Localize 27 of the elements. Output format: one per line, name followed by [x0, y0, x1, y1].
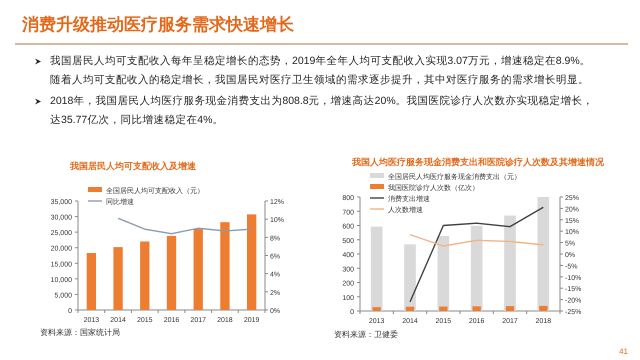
bar: [472, 306, 481, 311]
text: 我国居民人均可支配收入每年呈稳定增长的态势，2019年全年人均可支配收入实现3.07万元，增速稳定在8.9%。随着人均可支配收入的稳定增长，我国居民对医疗卫生领域的需求逐步提升，其中对医疗服务的需求增长明显。: [50, 55, 591, 86]
bar: [539, 306, 548, 311]
bar: [246, 214, 256, 310]
text: 41: [619, 347, 629, 356]
bar: [140, 241, 150, 310]
bar: [504, 216, 516, 311]
bar: [538, 197, 550, 311]
bar: [438, 236, 450, 311]
text: 资料来源：国家统计局: [40, 328, 120, 337]
chart-title: 我国居民人均可支配收入及增速: [69, 161, 197, 171]
bar: [86, 253, 96, 310]
text: 2018年，我国居民人均医疗服务现金消费支出为808.8元，增速高达20%。我国医院诊疗人次数亦实现稳定增长，达35.77亿次，同比增速稳定在4%。: [50, 95, 594, 126]
bar: [404, 244, 416, 311]
bar: [406, 306, 414, 311]
bar: [370, 226, 382, 311]
bar: [506, 306, 514, 311]
text: 消费升级推动医疗服务需求快速增长: [21, 15, 295, 34]
bar: [372, 307, 381, 311]
bar: [470, 226, 482, 311]
chart-title: 我国人均医疗服务现金消费支出和医院诊疗人次数及其增速情况: [351, 157, 605, 167]
bar: [166, 236, 176, 310]
bar: [113, 247, 123, 310]
text: 资料来源：卫健委: [334, 330, 398, 339]
bar: [220, 222, 230, 310]
bar: [439, 306, 448, 311]
bar: [194, 229, 203, 310]
